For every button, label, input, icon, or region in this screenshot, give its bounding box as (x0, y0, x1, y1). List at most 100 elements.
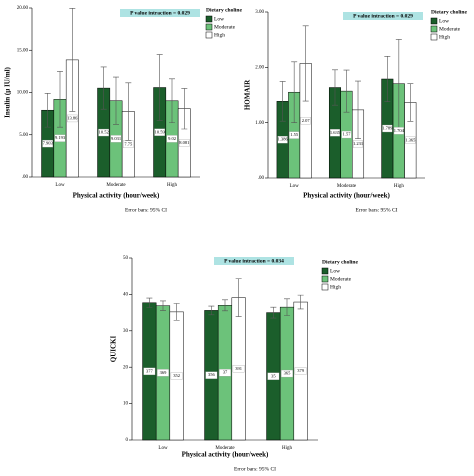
value-label: 369 (160, 370, 168, 375)
legend-title: Dietary choline (206, 7, 242, 13)
value-label: 352 (173, 373, 180, 378)
x-tick-label: Moderate (106, 183, 126, 188)
value-label-box (341, 130, 352, 139)
x-tick-label: Moderate (215, 446, 235, 451)
value-label-box (42, 139, 54, 148)
legend-label: High (330, 284, 341, 290)
error-bar (407, 83, 414, 122)
legend-title: Dietary choline (431, 9, 467, 15)
annotation: P value intraction = 0.034 (224, 258, 284, 264)
y-axis-label: QUICKI (110, 336, 118, 363)
legend-title: Dietary choline (322, 259, 358, 265)
value-label: 379 (297, 368, 305, 373)
y-tick-label: .00 (258, 176, 265, 181)
value-label: 1.365 (405, 137, 416, 142)
error-bar (343, 69, 350, 113)
value-label-box (232, 365, 245, 373)
value-label-box (405, 136, 416, 144)
y-tick-label: 20 (123, 365, 129, 370)
value-label-box (54, 134, 66, 142)
y-axis-label: HOMAIR (244, 79, 252, 110)
legend-label: Moderate (330, 276, 352, 282)
y-tick-label: 2.00 (255, 65, 264, 70)
error-bar (44, 93, 51, 128)
y-tick-label: 30 (123, 329, 129, 334)
annotation-box (343, 12, 423, 20)
legend-swatch (205, 15, 213, 23)
value-label: 7.903 (43, 141, 54, 146)
error-bar (156, 54, 163, 121)
error-bar (113, 76, 119, 125)
value-label: 1.789 (382, 126, 393, 131)
error-bar (222, 299, 228, 312)
value-label: 1.704 (394, 128, 405, 133)
legend-label: Moderate (214, 24, 236, 30)
value-label-box (143, 367, 156, 376)
value-label: 1.231 (353, 141, 363, 146)
value-label: 377 (146, 368, 154, 373)
value-label-box (267, 372, 280, 380)
value-label: 9.031 (111, 136, 121, 141)
x-tick-label: High (167, 183, 178, 188)
x-axis-label: Physical activity (hour/week) (73, 192, 160, 200)
error-bar (291, 61, 298, 123)
value-label: 37 (223, 370, 228, 375)
annotation: P value intraction = 0.029 (353, 13, 413, 19)
x-tick-label: Low (55, 183, 65, 188)
value-label-box (281, 369, 293, 378)
error-bar (160, 300, 166, 311)
error-bar (181, 88, 188, 130)
legend-label: Moderate (439, 26, 461, 32)
annotation: P value intraction = 0.029 (130, 10, 190, 16)
x-tick-label: Moderate (337, 184, 357, 189)
legend-swatch (321, 275, 329, 283)
value-label: 10.52 (99, 130, 109, 135)
legend-swatch (430, 25, 438, 33)
error-bar (331, 69, 338, 106)
y-axis-label: Insulin (µ IU/ml) (4, 66, 12, 117)
value-label-box (122, 140, 134, 148)
value-label: 9.193 (55, 135, 66, 140)
error-bar (297, 294, 304, 310)
value-label: 1.55 (290, 132, 299, 137)
value-label-box (66, 114, 78, 123)
value-label: 35 (271, 373, 276, 378)
value-label-box (294, 367, 307, 375)
legend-label: High (439, 34, 450, 40)
value-label: 10.59 (155, 129, 166, 134)
error-bar (100, 66, 107, 110)
error-bar (169, 78, 175, 124)
x-axis-label: Physical activity (hour/week) (303, 192, 390, 200)
error-bar (57, 71, 63, 128)
legend-label: High (214, 32, 225, 38)
legend-label: Low (439, 18, 449, 24)
value-label: 9.02 (168, 136, 176, 141)
y-tick-label: 15.00 (17, 48, 29, 53)
note: Error bars: 95% CI (234, 466, 276, 472)
value-label-box (157, 369, 169, 377)
value-label: 13.86 (67, 115, 78, 120)
value-label-box (110, 135, 122, 143)
error-bar (384, 56, 391, 102)
note: Error bars: 95% CI (355, 207, 397, 213)
value-label-box (300, 117, 311, 125)
error-bar (173, 303, 180, 321)
legend-label: Low (214, 16, 224, 22)
legend-swatch (430, 33, 438, 41)
value-label-box (382, 124, 393, 133)
x-tick-label: High (282, 446, 293, 451)
value-label: 365 (284, 371, 292, 376)
value-label: 391 (235, 366, 242, 371)
y-tick-label: 40 (123, 293, 129, 298)
value-label: 356 (208, 372, 216, 377)
value-label-box (393, 127, 404, 135)
error-bar (208, 305, 215, 316)
legend-swatch (321, 267, 329, 275)
x-tick-label: High (394, 184, 405, 189)
value-label: 1.57 (343, 132, 352, 137)
value-label: 8.081 (179, 140, 189, 145)
value-label: 2.07 (302, 118, 311, 123)
legend-swatch (205, 23, 213, 31)
x-tick-label: Low (290, 184, 300, 189)
